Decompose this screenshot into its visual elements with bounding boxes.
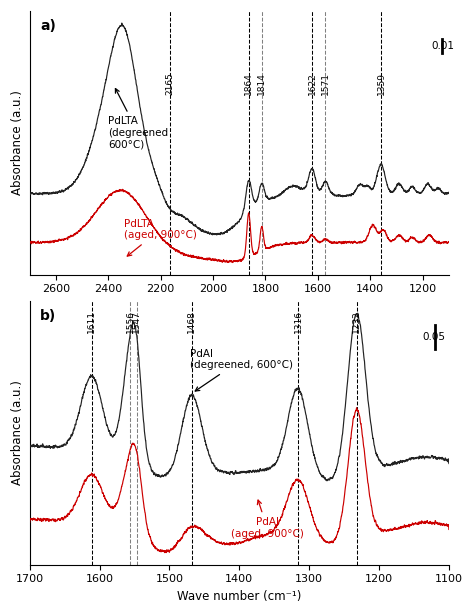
Text: PdAl
(aged, 900°C): PdAl (aged, 900°C): [231, 500, 304, 539]
Text: 1232: 1232: [352, 310, 361, 333]
Text: 1814: 1814: [257, 72, 266, 95]
Text: 1611: 1611: [87, 310, 96, 333]
Text: 0.05: 0.05: [422, 332, 446, 341]
Text: 1864: 1864: [244, 72, 253, 95]
Text: b): b): [40, 309, 56, 323]
Text: a): a): [40, 19, 56, 33]
Text: 1547: 1547: [132, 310, 141, 333]
Text: PdLTA
(aged, 900°C): PdLTA (aged, 900°C): [124, 219, 197, 256]
Text: 1556: 1556: [126, 310, 135, 333]
Text: 1316: 1316: [293, 310, 302, 333]
Text: 1468: 1468: [187, 310, 196, 333]
Text: PdLTA
(degreened
600°C): PdLTA (degreened 600°C): [108, 88, 168, 150]
Text: 1622: 1622: [308, 72, 317, 95]
Text: 0.01: 0.01: [431, 41, 454, 51]
X-axis label: Wave number (cm⁻¹): Wave number (cm⁻¹): [177, 590, 301, 603]
Text: 1571: 1571: [321, 72, 330, 95]
Text: PdAl
(degreened, 600°C): PdAl (degreened, 600°C): [191, 349, 293, 391]
Y-axis label: Absorbance (a.u.): Absorbance (a.u.): [11, 90, 24, 195]
Y-axis label: Absorbance (a.u.): Absorbance (a.u.): [11, 381, 24, 485]
Text: 1359: 1359: [376, 72, 385, 95]
Text: 2165: 2165: [165, 72, 174, 95]
